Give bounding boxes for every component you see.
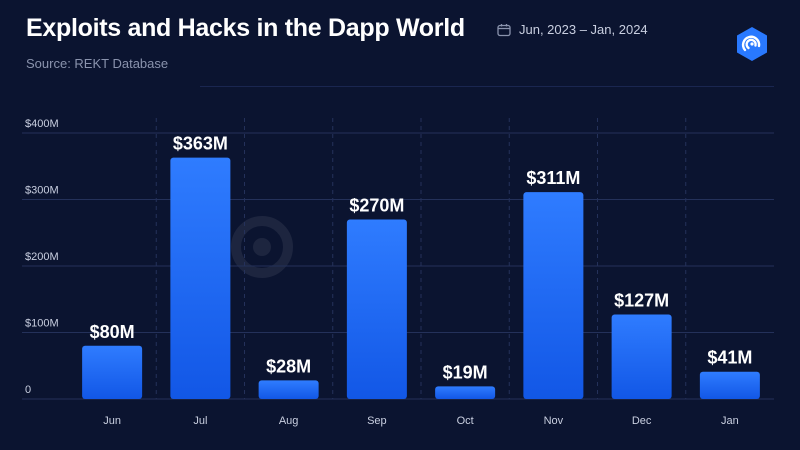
bar-jun	[82, 345, 143, 399]
x-tick-label: Sep	[367, 415, 387, 427]
data-label: $127M	[614, 291, 669, 311]
data-label: $80M	[90, 322, 135, 342]
y-tick-label: $200M	[25, 251, 59, 263]
y-tick-label: $300M	[25, 185, 59, 197]
x-tick-label: Jul	[193, 415, 207, 427]
dappradar-logo-icon	[737, 27, 767, 61]
chart-source: Source: REKT Database	[26, 56, 169, 71]
calendar-icon	[497, 23, 511, 36]
header-divider	[200, 86, 774, 87]
bar-aug	[258, 380, 319, 399]
x-axis-ticks: Jun Jul Aug Sep Oct Nov Dec Jan	[103, 415, 739, 427]
bar-dec	[611, 314, 672, 399]
data-label: $311M	[526, 168, 580, 188]
bar-oct	[435, 386, 496, 399]
bar-nov	[523, 192, 584, 399]
date-range: Jun, 2023 – Jan, 2024	[497, 22, 648, 37]
data-label: $363M	[173, 134, 228, 154]
x-tick-label: Dec	[632, 415, 652, 427]
data-label: $41M	[707, 348, 752, 368]
bars	[82, 157, 760, 399]
watermark	[231, 216, 293, 278]
bar-sep	[346, 219, 407, 399]
y-tick-label: 0	[25, 384, 31, 396]
data-label: $270M	[349, 195, 404, 215]
y-axis-ticks: 0 $100M $200M $300M $400M	[25, 118, 59, 396]
data-labels: $80M $363M $28M $270M $19M $311M $127M $41M	[90, 134, 753, 383]
data-label: $28M	[266, 356, 311, 376]
x-tick-label: Jun	[103, 415, 121, 427]
y-tick-label: $400M	[25, 118, 59, 130]
x-tick-label: Jan	[721, 415, 739, 427]
x-tick-label: Aug	[279, 415, 299, 427]
bar-jan	[699, 371, 760, 399]
x-tick-label: Nov	[544, 415, 564, 427]
y-tick-label: $100M	[25, 318, 59, 330]
data-label: $19M	[443, 362, 488, 382]
x-tick-label: Oct	[457, 415, 474, 427]
bar-jul	[170, 157, 231, 399]
chart-title: Exploits and Hacks in the Dapp World	[26, 14, 465, 42]
date-range-label: Jun, 2023 – Jan, 2024	[519, 22, 648, 37]
